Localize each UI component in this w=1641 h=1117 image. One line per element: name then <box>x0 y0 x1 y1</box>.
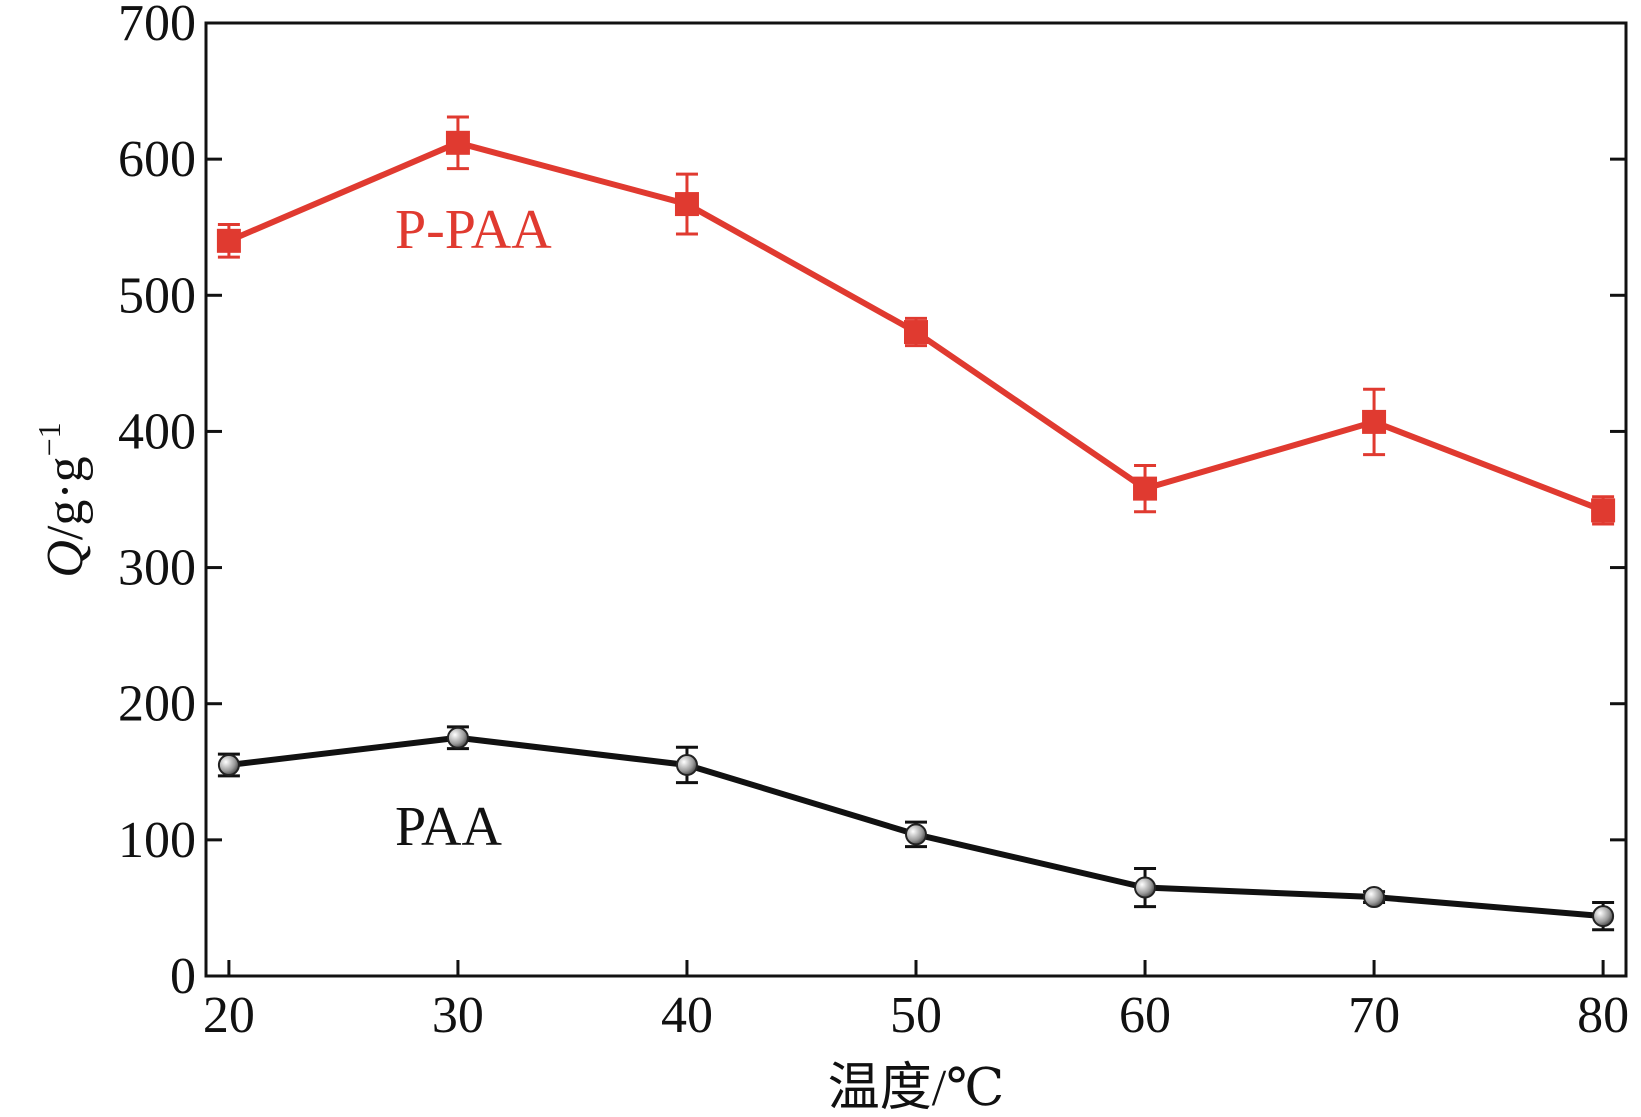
y-axis-exponent: −1 <box>31 422 67 456</box>
data-point <box>904 320 928 345</box>
y-axis-unit: /g·g <box>37 456 94 540</box>
data-point <box>445 130 470 155</box>
x-tick-label: 60 <box>1119 987 1171 1044</box>
x-tick-label: 20 <box>203 987 255 1044</box>
x-tick-label: 40 <box>661 987 713 1044</box>
y-tick-label: 400 <box>118 403 196 460</box>
data-point <box>1134 876 1157 899</box>
series-paa <box>217 725 1615 932</box>
data-point <box>446 726 469 749</box>
y-tick-label: 600 <box>118 131 196 188</box>
y-axis: 0 100 200 300 400 500 600 700 <box>118 0 1626 1005</box>
x-tick-label: 50 <box>890 987 942 1044</box>
y-tick-label: 100 <box>118 812 196 869</box>
x-tick-label: 70 <box>1348 987 1400 1044</box>
data-point <box>675 753 698 776</box>
y-tick-label: 300 <box>118 540 196 597</box>
y-tick-label: 0 <box>170 948 196 1005</box>
series-layer <box>216 115 1616 932</box>
data-point <box>1591 498 1616 523</box>
data-point <box>1592 905 1615 928</box>
x-axis: 20 30 40 50 60 70 80 <box>203 960 1629 1044</box>
data-point <box>216 228 241 253</box>
data-point <box>217 753 240 776</box>
x-tick-label: 30 <box>432 987 484 1044</box>
y-tick-label: 500 <box>118 267 196 324</box>
series-p-paa <box>216 115 1616 526</box>
y-axis-title: Q/g·g−1 <box>31 422 94 577</box>
data-point <box>1133 476 1158 501</box>
data-point <box>905 823 927 846</box>
data-point <box>1363 886 1386 909</box>
x-tick-label: 80 <box>1577 987 1629 1044</box>
series-label-paa: PAA <box>395 796 502 858</box>
y-tick-label: 200 <box>118 676 196 733</box>
data-point <box>674 192 699 217</box>
y-tick-label: 700 <box>118 0 196 52</box>
x-axis-title: 温度/℃ <box>828 1060 1005 1117</box>
y-axis-symbol: Q <box>37 540 94 578</box>
series-label-p-paa: P-PAA <box>395 199 552 261</box>
data-point <box>1362 409 1387 434</box>
